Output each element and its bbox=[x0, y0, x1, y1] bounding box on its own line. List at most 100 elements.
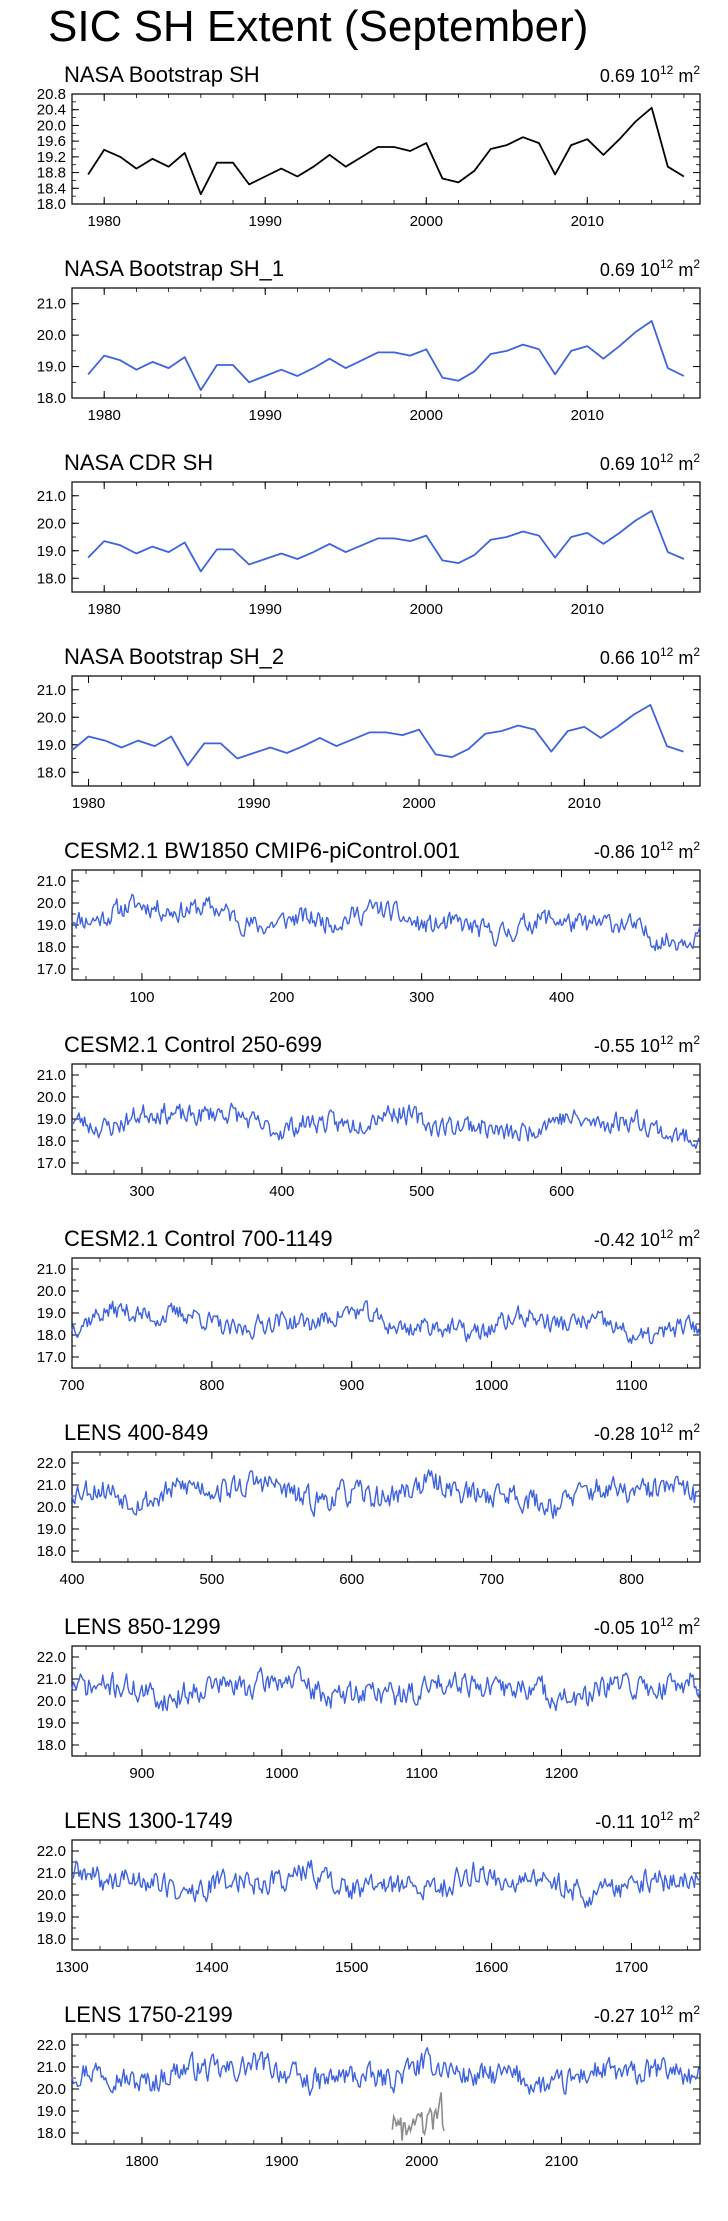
plot-frame bbox=[71, 2033, 701, 2145]
chart-panel-3: NASA CDR SH 0.69 1012 m2 18.0 19.0 20.0 21.0 1… bbox=[37, 450, 701, 618]
x-tick-label: 700 bbox=[59, 1377, 84, 1394]
y-tick-label: 20.0 bbox=[37, 1693, 66, 1710]
x-tick-label: 1100 bbox=[615, 1377, 647, 1394]
y-tick-label: 22.0 bbox=[37, 2037, 66, 2054]
x-tick-label: 2100 bbox=[545, 2153, 578, 2170]
chart-panel-8: LENS 400-849 -0.28 1012 m2 18.0 19.0 20.0 21.… bbox=[37, 1420, 701, 1588]
x-tick-label: 2000 bbox=[410, 601, 443, 618]
y-tick-label: 18.0 bbox=[37, 1327, 66, 1344]
y-tick-label: 21.0 bbox=[37, 1477, 66, 1494]
chart-title: NASA Bootstrap SH_2 bbox=[64, 644, 284, 669]
x-tick-label: 1100 bbox=[406, 1765, 438, 1782]
trend-label: 0.69 1012 m2 bbox=[600, 63, 700, 86]
x-tick-label: 400 bbox=[59, 1571, 84, 1588]
y-tick-label: 21.0 bbox=[37, 682, 66, 699]
x-tick-label: 100 bbox=[129, 989, 154, 1006]
y-tick-label: 18.0 bbox=[37, 764, 66, 781]
x-tick-label: 2010 bbox=[571, 601, 604, 618]
x-tick-label: 500 bbox=[409, 1183, 434, 1200]
y-tick-label: 19.0 bbox=[37, 1521, 66, 1538]
plot-frame bbox=[71, 481, 701, 593]
plot-frame bbox=[71, 1645, 701, 1757]
x-tick-label: 400 bbox=[549, 989, 574, 1006]
y-tick-label: 22.0 bbox=[37, 1649, 66, 1666]
x-tick-label: 2010 bbox=[568, 795, 601, 812]
y-tick-label: 19.0 bbox=[37, 917, 66, 934]
x-tick-label: 800 bbox=[199, 1377, 224, 1394]
y-tick-label: 19.0 bbox=[37, 1715, 66, 1732]
x-tick-label: 1990 bbox=[249, 407, 282, 424]
y-tick-label: 20.4 bbox=[37, 102, 66, 119]
x-tick-label: 300 bbox=[129, 1183, 154, 1200]
y-tick-label: 20.0 bbox=[37, 117, 66, 134]
x-tick-label: 2000 bbox=[405, 2153, 438, 2170]
y-tick-label: 17.0 bbox=[37, 1155, 66, 1172]
y-tick-label: 20.0 bbox=[37, 515, 66, 532]
series-line bbox=[71, 1469, 701, 1520]
x-tick-label: 1980 bbox=[72, 795, 105, 812]
x-tick-label: 900 bbox=[339, 1377, 364, 1394]
chart-title: CESM2.1 Control 700-1149 bbox=[64, 1226, 333, 1251]
trend-label: -0.11 1012 m2 bbox=[595, 1809, 700, 1832]
trend-label: -0.27 1012 m2 bbox=[594, 2003, 700, 2026]
chart-title: LENS 850-1299 bbox=[64, 1614, 221, 1639]
chart-panel-6: CESM2.1 Control 250-699 -0.55 1012 m2 17.0… bbox=[37, 1032, 701, 1200]
x-tick-label: 1980 bbox=[88, 407, 121, 424]
y-tick-label: 17.0 bbox=[37, 961, 66, 978]
y-tick-label: 18.0 bbox=[37, 1931, 66, 1948]
series-line bbox=[71, 704, 684, 767]
trend-label: -0.55 1012 m2 bbox=[594, 1033, 700, 1056]
y-tick-label: 20.8 bbox=[37, 86, 66, 103]
y-tick-label: 18.4 bbox=[37, 180, 66, 197]
chart-panel-10: LENS 1300-1749 -0.11 1012 m2 18.0 19.0 20.0 2… bbox=[37, 1808, 701, 1976]
chart-title: NASA Bootstrap SH bbox=[64, 62, 260, 87]
plot-frame bbox=[71, 1451, 701, 1563]
series-line bbox=[71, 2046, 701, 2097]
y-tick-label: 18.0 bbox=[37, 1133, 66, 1150]
y-tick-label: 19.0 bbox=[37, 1909, 66, 1926]
x-tick-label: 2000 bbox=[410, 407, 443, 424]
x-tick-label: 600 bbox=[549, 1183, 574, 1200]
x-tick-label: 1200 bbox=[545, 1765, 578, 1782]
trend-label: 0.69 1012 m2 bbox=[600, 257, 700, 280]
x-tick-label: 400 bbox=[269, 1183, 294, 1200]
series-line bbox=[71, 1859, 701, 1909]
trend-label: -0.86 1012 m2 bbox=[594, 839, 700, 862]
y-tick-label: 21.0 bbox=[37, 296, 66, 313]
plot-frame bbox=[71, 675, 701, 787]
chart-title: CESM2.1 Control 250-699 bbox=[64, 1032, 322, 1057]
y-tick-label: 19.0 bbox=[37, 1305, 66, 1322]
x-tick-label: 1000 bbox=[265, 1765, 298, 1782]
x-tick-label: 1990 bbox=[237, 795, 270, 812]
y-tick-label: 21.0 bbox=[37, 1865, 66, 1882]
plot-frame bbox=[71, 1257, 701, 1369]
page-title: SIC SH Extent (September) bbox=[48, 2, 589, 51]
y-tick-label: 20.0 bbox=[37, 1089, 66, 1106]
chart-panel-4: NASA Bootstrap SH_2 0.66 1012 m2 18.0 19.0 2… bbox=[37, 644, 701, 812]
series-line bbox=[71, 893, 701, 952]
x-tick-label: 2010 bbox=[571, 407, 604, 424]
x-tick-label: 1600 bbox=[475, 1959, 508, 1976]
series-line bbox=[71, 1300, 701, 1345]
y-tick-label: 18.8 bbox=[37, 165, 66, 182]
y-tick-label: 20.0 bbox=[37, 1283, 66, 1300]
y-tick-label: 18.0 bbox=[37, 390, 66, 407]
trend-label: 0.69 1012 m2 bbox=[600, 451, 700, 474]
chart-panel-11: LENS 1750-2199 -0.27 1012 m2 18.0 19.0 20.0 2… bbox=[37, 2002, 701, 2170]
y-tick-label: 18.0 bbox=[37, 196, 66, 213]
x-tick-label: 2010 bbox=[571, 213, 604, 230]
chart-title: LENS 400-849 bbox=[64, 1420, 208, 1445]
plot-frame bbox=[71, 869, 701, 981]
y-tick-label: 19.0 bbox=[37, 1111, 66, 1128]
y-tick-label: 19.0 bbox=[37, 2103, 66, 2120]
y-tick-label: 18.0 bbox=[37, 939, 66, 956]
y-tick-label: 21.0 bbox=[37, 1261, 66, 1278]
x-tick-label: 200 bbox=[269, 989, 294, 1006]
chart-title: LENS 1300-1749 bbox=[64, 1808, 233, 1833]
x-tick-label: 1980 bbox=[88, 601, 121, 618]
chart-title: NASA Bootstrap SH_1 bbox=[64, 256, 284, 281]
y-tick-label: 20.0 bbox=[37, 709, 66, 726]
y-tick-label: 19.6 bbox=[37, 133, 66, 150]
chart-panel-1: NASA Bootstrap SH 0.69 1012 m2 18.018.418.… bbox=[37, 62, 701, 230]
y-tick-label: 21.0 bbox=[37, 1671, 66, 1688]
